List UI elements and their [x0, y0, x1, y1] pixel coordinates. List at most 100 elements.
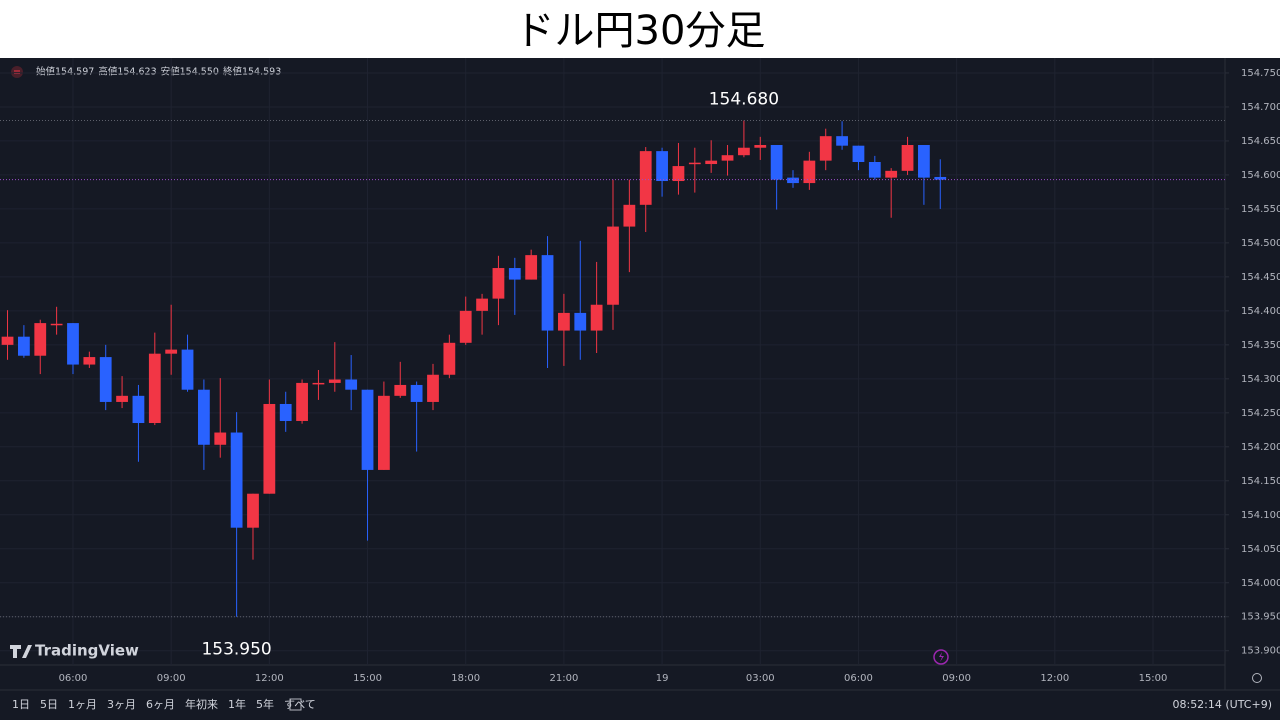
candles [0, 120, 1225, 618]
candle-body [738, 147, 750, 156]
candle-body [443, 342, 456, 375]
settings-icon[interactable] [1252, 673, 1262, 683]
candle-body [83, 357, 96, 365]
candle-body [410, 384, 423, 402]
y-tick-label: 154.550 [1241, 204, 1280, 215]
x-tick-label: 15:00 [353, 673, 382, 684]
range-button[interactable]: 5年 [256, 697, 274, 711]
lightning-bolt [939, 652, 944, 662]
title-banner [0, 0, 1280, 58]
lightning-icon[interactable] [933, 649, 949, 665]
candle-body [427, 374, 439, 402]
candle-body [885, 170, 898, 178]
candle-body [181, 349, 194, 390]
range-button[interactable]: 1ヶ月 [68, 698, 97, 711]
range-button[interactable]: 1日 [12, 698, 30, 711]
candle-body [558, 312, 570, 331]
legend-value: 154.597 [55, 67, 94, 78]
x-tick-label: 18:00 [451, 673, 480, 684]
legend-value: 154.623 [117, 67, 156, 78]
candle-body [525, 255, 538, 280]
x-tick-label: 06:00 [844, 673, 873, 684]
y-tick-label: 154.350 [1241, 340, 1280, 351]
candle-body [165, 349, 178, 354]
chart-title: ドル円30分足 [515, 8, 766, 54]
candle-body [394, 384, 407, 396]
candle-body [18, 336, 30, 356]
candle-body [148, 353, 161, 424]
x-tick-label: 03:00 [746, 673, 775, 684]
candle-body [34, 323, 47, 356]
clock: 08:52:14 (UTC+9) [1172, 698, 1272, 711]
logo-icon [10, 645, 32, 658]
candle-body [934, 176, 947, 180]
candle-body [328, 379, 341, 383]
y-tick-label: 154.400 [1241, 306, 1280, 317]
candle-body [492, 268, 505, 299]
y-tick-label: 154.100 [1241, 510, 1280, 521]
candle-body [901, 145, 914, 171]
y-tick-label: 154.300 [1241, 374, 1280, 385]
candle-body [132, 395, 145, 424]
range-button[interactable]: 年初来 [185, 697, 218, 711]
x-tick-label: 12:00 [1040, 673, 1069, 684]
candle-body [345, 379, 358, 390]
y-tick-label: 153.900 [1241, 646, 1280, 657]
candle-body [721, 155, 734, 161]
candle-body [247, 493, 259, 528]
candle-body [672, 166, 685, 182]
range-button[interactable]: すべて [284, 698, 316, 711]
candle-body [67, 323, 79, 365]
candle-body [459, 310, 472, 343]
extreme-label: 153.950 [201, 640, 271, 660]
toolbar: 1日 5日 1ヶ月 3ヶ月 6ヶ月 年初来 1年 5年 すべて [12, 697, 316, 711]
legend-value: 154.593 [242, 67, 281, 78]
candle-body [508, 268, 521, 280]
range-button[interactable]: 1年 [228, 697, 246, 711]
range-button[interactable]: 6ヶ月 [146, 698, 175, 711]
y-tick-label: 154.150 [1241, 476, 1280, 487]
candle-body [99, 357, 112, 402]
compare-icon[interactable] [289, 698, 302, 711]
candle-body [361, 389, 374, 470]
y-tick-label: 154.700 [1241, 102, 1280, 113]
candle-body [541, 255, 554, 331]
candle-body [803, 160, 816, 184]
candle-body [819, 136, 832, 161]
range-button[interactable]: 5日 [40, 698, 58, 711]
legend-name: 高値 [98, 66, 118, 78]
candle-body [787, 177, 799, 184]
y-tick-label: 154.000 [1241, 578, 1280, 589]
candle-body [214, 432, 227, 445]
candle-body [476, 298, 488, 311]
x-tick-label: 09:00 [157, 673, 186, 684]
candle-body [279, 403, 292, 421]
candle-body [639, 151, 652, 205]
candle-body [116, 395, 128, 402]
candle-body [574, 312, 587, 331]
y-tick-label: 154.750 [1241, 68, 1280, 79]
candle-body [836, 136, 848, 146]
candle-body [754, 145, 767, 148]
ohlc-legend: 始値 154.597 高値 154.623 安値 154.550 終値 154.593 [36, 66, 281, 78]
candle-body [378, 395, 390, 470]
y-tick-label: 154.250 [1241, 408, 1280, 419]
logo-text: TradingView [35, 642, 139, 660]
y-tick-label: 154.200 [1241, 442, 1280, 453]
candle-body [607, 226, 619, 305]
legend-name: 安値 [161, 66, 181, 78]
symbol-icon [11, 66, 23, 78]
legend-name: 終値 [223, 66, 243, 78]
candle-body [688, 162, 701, 165]
x-tick-label: 19 [656, 673, 669, 684]
candle-body [918, 145, 930, 178]
extreme-label: 154.680 [709, 90, 779, 110]
candle-body [230, 432, 243, 528]
y-tick-label: 154.650 [1241, 136, 1280, 147]
candle-body [296, 382, 308, 421]
candle-body [590, 304, 603, 331]
x-tick-label: 15:00 [1139, 673, 1168, 684]
logo: TradingView [10, 642, 139, 660]
candle-body [770, 145, 783, 180]
range-button[interactable]: 3ヶ月 [107, 698, 136, 711]
